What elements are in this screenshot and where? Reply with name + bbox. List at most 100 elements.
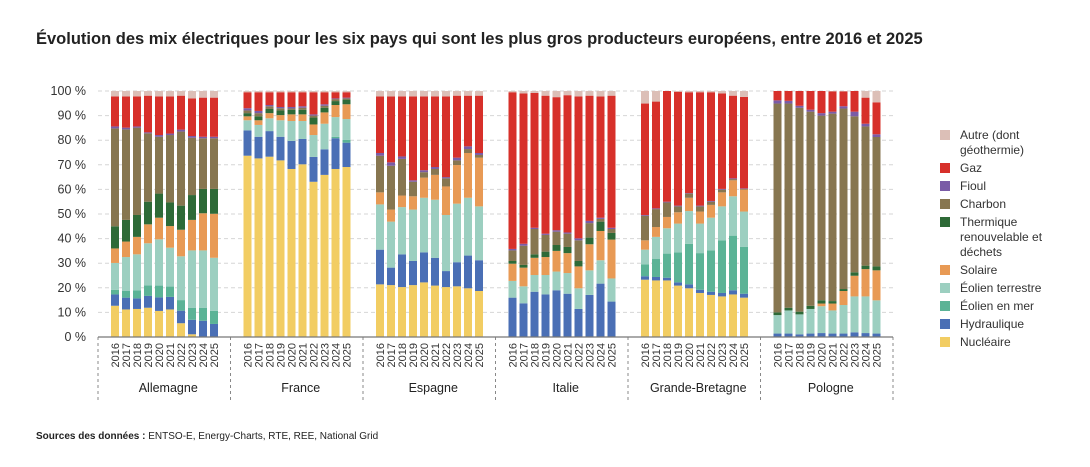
- bar-segment-gaz: [342, 92, 351, 98]
- bar-segment-gaz: [243, 92, 252, 109]
- bar-segment-autre: [475, 91, 483, 96]
- bar-segment-gaz: [530, 92, 539, 228]
- bar-segment-fioul: [320, 104, 329, 106]
- bar-segment-gaz: [320, 92, 329, 105]
- bar-segment-nucleaire: [254, 158, 263, 337]
- bar-segment-thermique: [585, 237, 594, 245]
- bar-segment-solaire: [552, 250, 561, 272]
- bar-segment-eolien_terrestre: [519, 286, 528, 304]
- x-tick-label-year: 2025: [474, 343, 486, 367]
- bar-segment-autre: [210, 91, 218, 98]
- bar-segment-charbon: [574, 240, 583, 261]
- bar-segment-eolien_terrestre: [607, 278, 616, 302]
- y-tick-label: 80 %: [58, 133, 87, 147]
- y-tick-label: 10 %: [58, 305, 87, 319]
- bar-segment-solaire: [199, 213, 207, 251]
- legend: Autre (dont géothermie) Gaz Fioul Charbon Th…: [940, 128, 1075, 353]
- bar-segment-gaz: [376, 96, 384, 153]
- bar-segment-thermique: [552, 244, 561, 251]
- bar-segment-charbon: [166, 135, 174, 203]
- bar-segment-eolien_terrestre: [166, 247, 174, 287]
- bar-segment-fioul: [210, 136, 218, 139]
- bar-segment-nucleaire: [409, 285, 417, 337]
- bar-segment-charbon: [309, 115, 318, 118]
- bar-segment-charbon: [541, 234, 550, 252]
- bar-segment-eolien_terrestre: [320, 123, 329, 150]
- bar-segment-nucleaire: [696, 292, 704, 337]
- bar-segment-fioul: [133, 126, 141, 128]
- bar-segment-hydraulique: [817, 333, 826, 337]
- bar-segment-autre: [541, 91, 550, 96]
- bar-segment-solaire: [111, 248, 119, 263]
- x-tick-label-year: 2024: [198, 343, 210, 367]
- bar-segment-nucleaire: [342, 167, 351, 337]
- bar-segment-nucleaire: [287, 168, 296, 337]
- bar-segment-hydraulique: [585, 294, 594, 337]
- bar-segment-charbon: [773, 103, 782, 313]
- chart-title: Évolution des mix électriques pour les s…: [36, 30, 923, 48]
- bar-segment-fioul: [298, 106, 307, 108]
- bar-segment-charbon: [331, 99, 340, 102]
- bar-segment-fioul: [519, 243, 528, 246]
- bar-segment-hydraulique: [707, 291, 715, 295]
- x-tick-label-year: 2016: [773, 343, 785, 367]
- bar-segment-gaz: [541, 95, 550, 234]
- bar-segment-fioul: [177, 129, 185, 132]
- bar-segment-thermique: [199, 188, 207, 214]
- bar-segment-autre: [563, 91, 572, 96]
- legend-item-solaire: Solaire: [940, 263, 1075, 278]
- legend-item-thermique: Thermique renouvelable et déchets: [940, 215, 1075, 260]
- bar-segment-fioul: [828, 111, 837, 114]
- country-label: Allemagne: [139, 381, 198, 395]
- bar-segment-fioul: [663, 201, 671, 203]
- bar-segment-eolien_terrestre: [828, 310, 837, 334]
- bar-segment-autre: [442, 91, 450, 97]
- bar-segment-nucleaire: [475, 290, 483, 337]
- bar-segment-autre: [342, 91, 351, 93]
- bar-segment-gaz: [850, 91, 859, 112]
- bar-segment-autre: [872, 91, 881, 103]
- bar-segment-thermique: [122, 219, 130, 242]
- bar-segment-fioul: [607, 227, 616, 230]
- bar-segment-thermique: [298, 109, 307, 115]
- legend-item-nucleaire: Nucléaire: [940, 335, 1075, 350]
- bar-segment-solaire: [607, 239, 616, 279]
- bar-segment-charbon: [442, 178, 450, 187]
- x-tick-label-year: 2017: [386, 343, 398, 367]
- bar-segment-autre: [177, 91, 185, 96]
- bar-segment-eolien_terrestre: [696, 223, 704, 254]
- x-tick-label-year: 2020: [552, 343, 564, 367]
- bar-segment-eolien_terrestre: [188, 250, 196, 308]
- bar-segment-autre: [464, 91, 472, 96]
- country-label: France: [281, 381, 320, 395]
- bar-segment-solaire: [839, 290, 848, 306]
- bar-segment-solaire: [674, 212, 682, 224]
- bar-segment-charbon: [729, 179, 737, 181]
- bar-segment-autre: [188, 91, 196, 99]
- y-tick-label: 40 %: [58, 232, 87, 246]
- bar-segment-hydraulique: [872, 333, 881, 337]
- bar-segment-hydraulique: [387, 267, 395, 286]
- bar-segment-solaire: [155, 217, 163, 240]
- bar-segment-gaz: [166, 96, 174, 134]
- bar-segment-charbon: [254, 113, 263, 117]
- bar-segment-charbon: [122, 129, 130, 220]
- bar-segment-fioul: [707, 200, 715, 202]
- source-note: Sources des données : ENTSO-E, Energy-Ch…: [36, 431, 378, 442]
- bar-segment-autre: [254, 91, 263, 93]
- x-tick-label-year: 2022: [176, 343, 188, 367]
- x-tick-label-year: 2019: [276, 343, 288, 367]
- legend-swatch: [940, 337, 950, 347]
- legend-label: Éolien terrestre: [960, 281, 1042, 295]
- legend-swatch: [940, 163, 950, 173]
- bar-segment-charbon: [718, 189, 726, 193]
- bar-segment-fioul: [376, 152, 384, 156]
- bar-segment-gaz: [453, 95, 461, 158]
- bar-segment-nucleaire: [122, 309, 130, 337]
- bar-segment-gaz: [740, 96, 748, 189]
- bar-segment-gaz: [585, 95, 594, 221]
- bar-segment-fioul: [453, 157, 461, 161]
- bar-segment-fioul: [585, 220, 594, 224]
- bar-segment-autre: [243, 91, 252, 93]
